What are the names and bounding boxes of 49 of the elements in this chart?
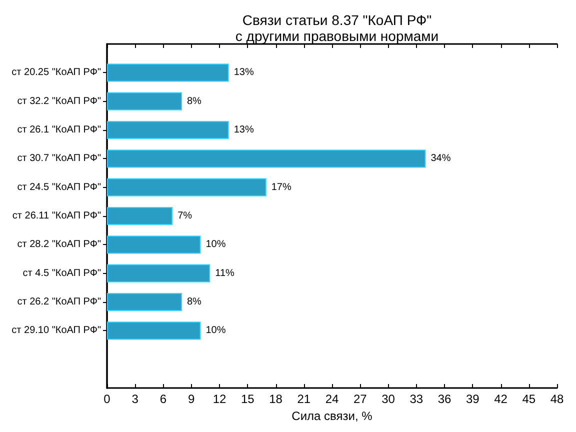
y-tick-label: ст 30.7 "КоАП РФ" [17,153,102,164]
x-tick-label: 24 [325,392,339,406]
bar [107,150,426,168]
y-tick-label: ст 26.1 "КоАП РФ" [17,124,102,136]
x-tick-label: 6 [160,392,167,406]
y-tick-label: ст 4.5 "КоАП РФ" [22,268,102,279]
x-tick-label: 0 [104,392,111,406]
y-tick-label: ст 24.5 "КоАП РФ" [17,182,102,193]
bar [107,264,210,282]
x-tick-label: 33 [410,392,424,406]
x-tick-label: 15 [240,392,255,406]
bar [107,206,173,226]
x-tick-label: 3 [132,392,139,406]
bar [107,322,201,340]
y-tick-label: ст 28.2 "КоАП РФ" [17,239,102,250]
x-tick-label: 12 [212,392,226,406]
bar [107,236,201,254]
y-tick-label: ст 26.2 "КоАП РФ" [17,296,102,308]
y-tick-label: ст 20.25 "КоАП РФ" [12,67,102,78]
data-label: 13% [234,67,254,78]
bar [107,178,266,196]
bar [107,120,229,140]
x-tick-label: 39 [466,392,480,406]
y-tick-label: ст 32.2 "КоАП РФ" [17,96,102,107]
chart-title: Связи статьи 8.37 "КоАП РФ" с другими правовыми нормами [235,12,439,44]
data-label: 8% [187,96,202,107]
x-axis-title: Сила связи, % [292,408,373,423]
bar [107,292,182,312]
x-tick-label: 48 [550,392,564,406]
bar [107,92,182,110]
x-tick-label: 21 [297,392,311,406]
x-tick-label: 45 [522,392,536,406]
data-label: 11% [215,268,235,279]
data-label: 10% [206,239,226,250]
data-label: 8% [187,296,202,308]
data-label: 10% [206,325,226,336]
data-label: 13% [234,124,254,136]
data-label: 17% [271,182,292,193]
x-tick-label: 27 [353,392,368,406]
data-label: 34% [430,153,451,164]
bar [107,64,229,82]
y-tick-label: ст 26.11 "КоАП РФ" [12,210,102,222]
x-tick-label: 30 [382,392,396,406]
x-tick-label: 36 [438,392,452,406]
x-tick-label: 18 [269,392,283,406]
y-tick-label: ст 29.10 "КоАП РФ" [12,325,102,336]
x-tick-label: 9 [188,392,196,406]
x-tick-label: 42 [494,392,508,406]
data-label: 7% [178,210,192,222]
